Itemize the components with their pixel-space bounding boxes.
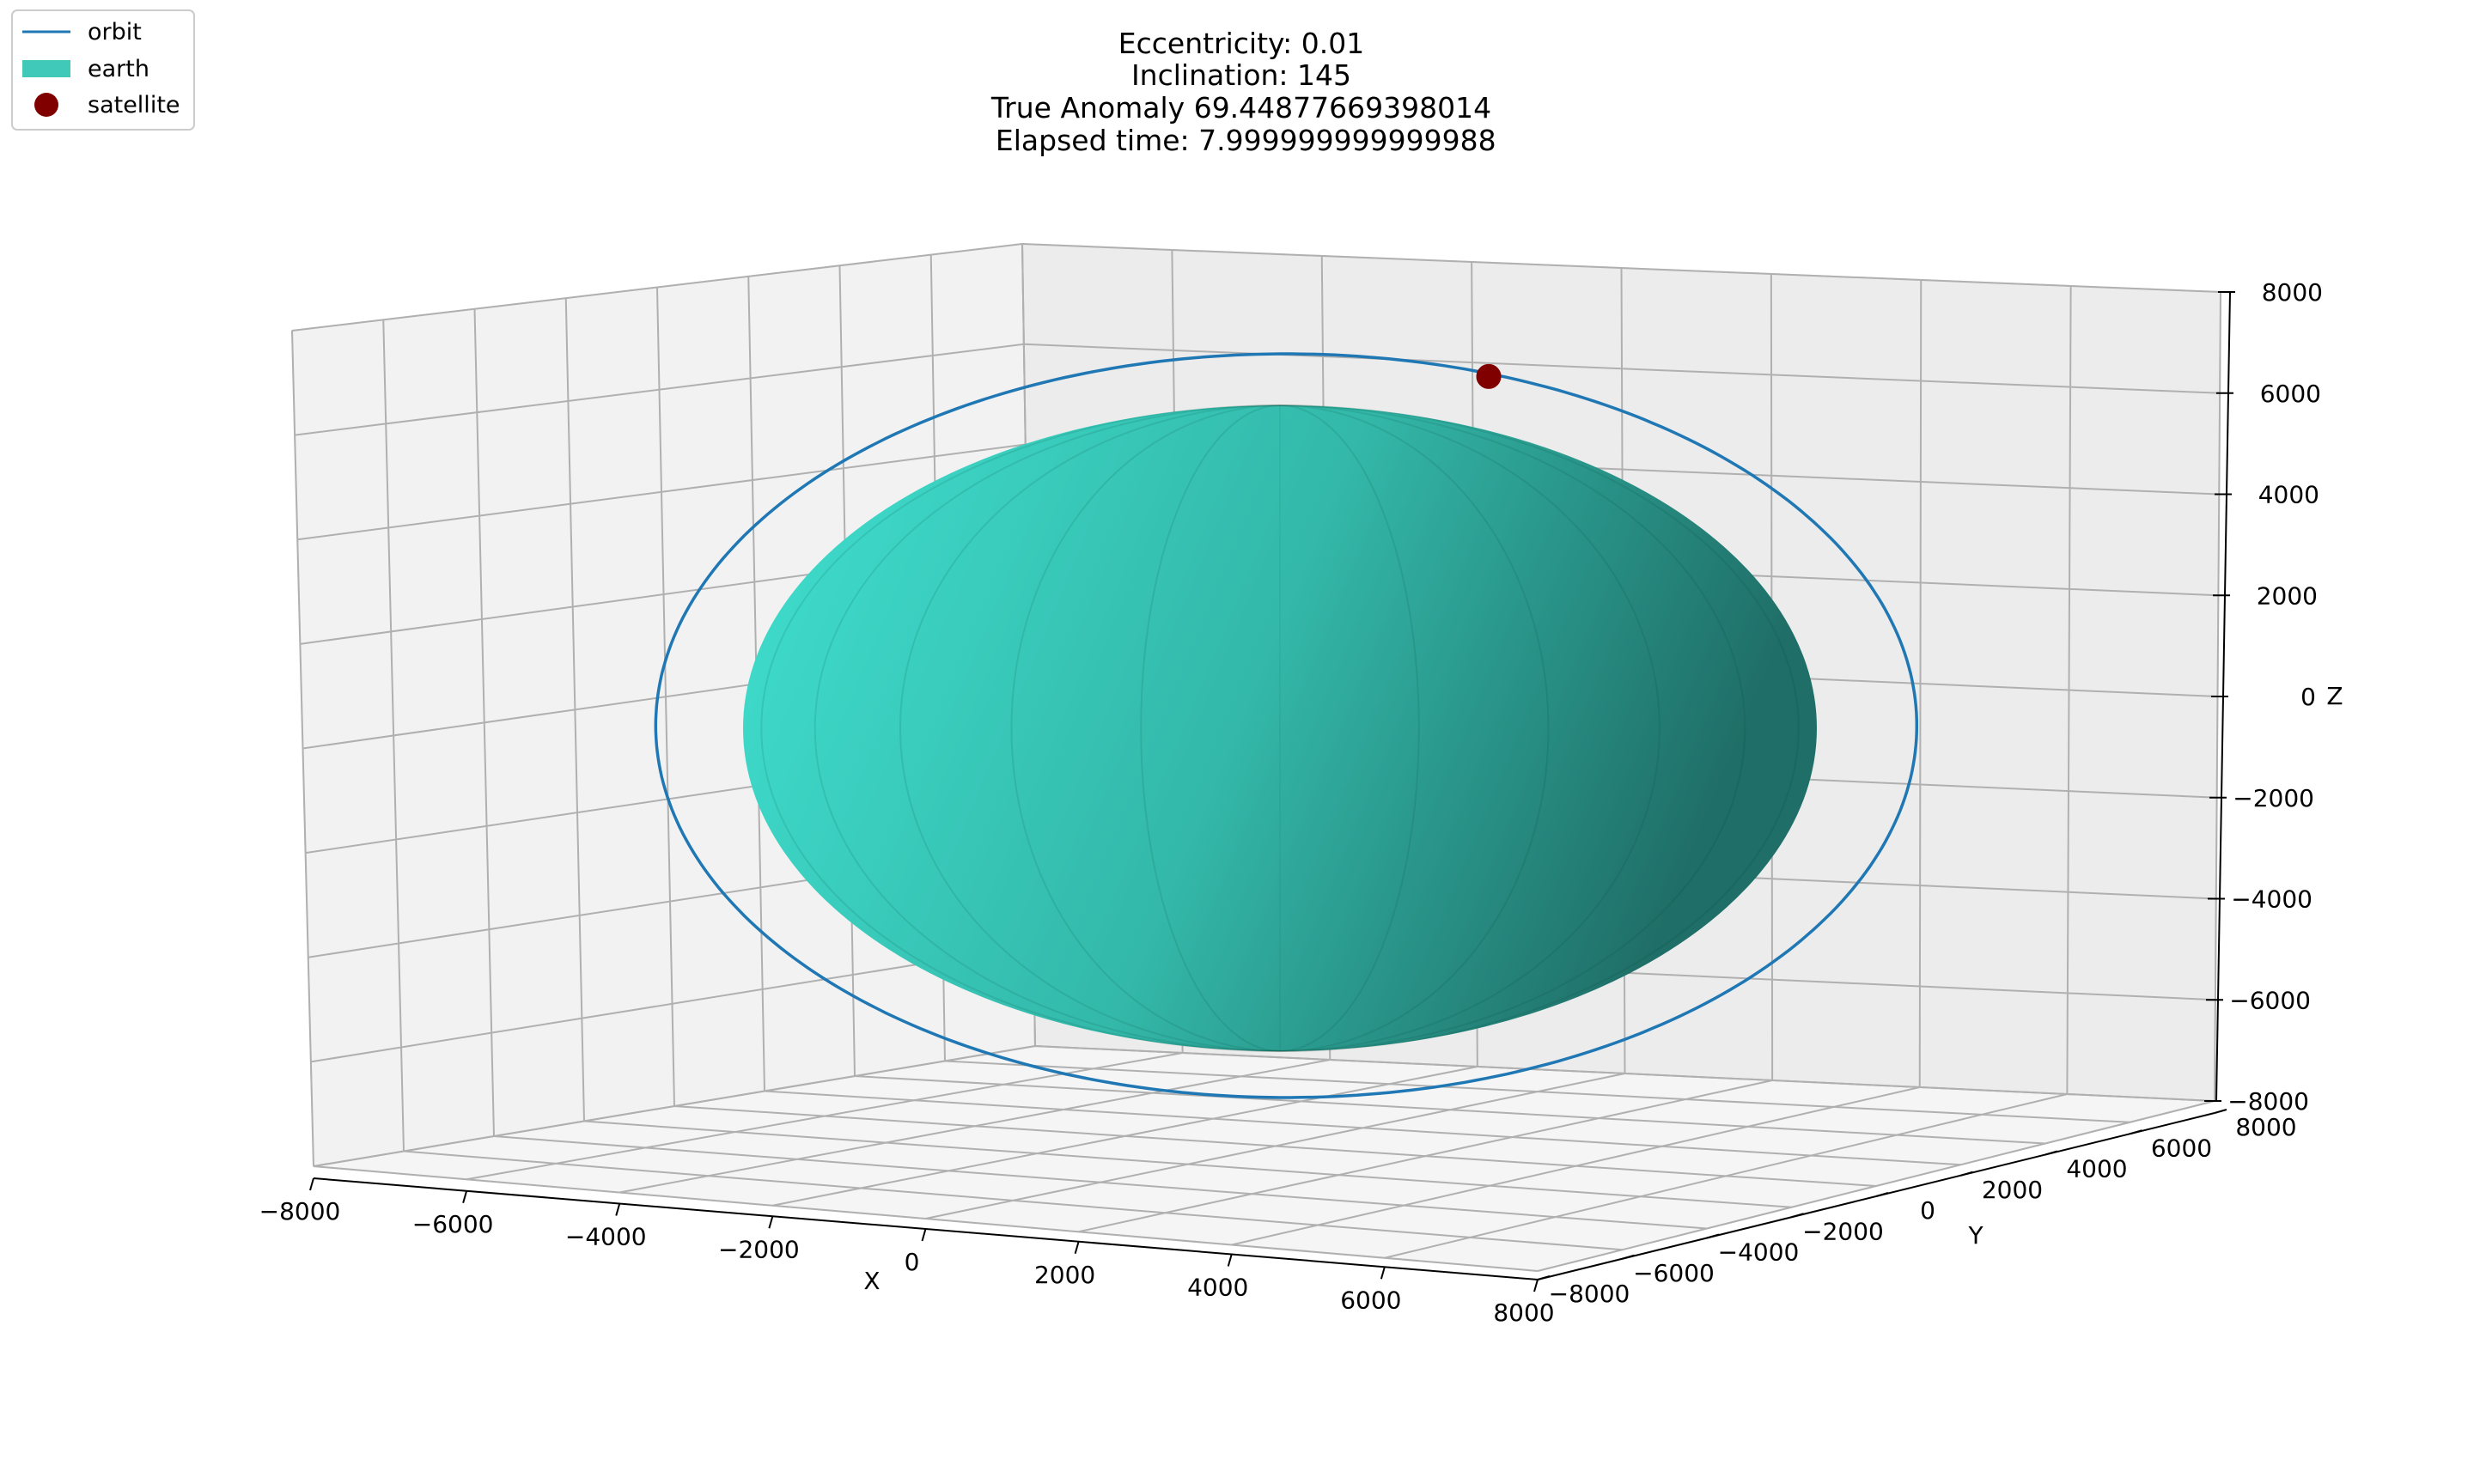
earth-meridian: [760, 404, 1800, 1052]
y-tick-label: 6000: [2151, 1134, 2212, 1162]
gridline-x: [1384, 1093, 2068, 1259]
y-tick-mark: [1622, 1254, 1635, 1260]
x-tick-mark: [1380, 1266, 1386, 1280]
earth-meridian: [1010, 404, 1550, 1052]
y-tick-mark: [1875, 1192, 1889, 1197]
earth-meridian: [813, 404, 1746, 1052]
y-ticks: −8000−6000−4000−2000 0 2000 4000 6000 8000: [1537, 1109, 2297, 1308]
earth-meridian: [813, 404, 1746, 1052]
z-tick-label: 0: [2300, 683, 2316, 711]
z-tick-label: 6000: [2260, 380, 2321, 408]
x-tick-mark: [921, 1228, 927, 1242]
y-tick-mark: [2130, 1129, 2142, 1135]
legend-earth-label: earth: [88, 56, 149, 82]
earth-meridian: [1010, 404, 1550, 1052]
x-tick-label: −4000: [565, 1223, 647, 1251]
gridline-x-back: [2066, 285, 2072, 1095]
gridline-y: [673, 1105, 1877, 1187]
z-axis-label: Z: [2326, 682, 2343, 710]
legend-box: [11, 9, 195, 131]
z-tick-label: −4000: [2231, 885, 2313, 914]
x-tick-mark: [1533, 1279, 1539, 1292]
gridline-y: [1034, 1045, 2215, 1102]
earth-meridians: [760, 404, 1800, 1052]
y-tick-label: 0: [1920, 1196, 1935, 1225]
title-line-true-anomaly: True Anomaly 69.44877669398014: [990, 91, 1491, 125]
z-tick-label: 8000: [2262, 278, 2323, 307]
y-axis-label: Y: [1967, 1221, 1983, 1250]
z-tick-label: −6000: [2229, 986, 2311, 1014]
x-tick-mark: [1074, 1241, 1080, 1255]
x-tick-label: 6000: [1340, 1286, 1401, 1314]
x-axis-label: X: [863, 1267, 880, 1295]
z-tick-label: −8000: [2227, 1087, 2309, 1116]
title-line-elapsed-time: Elapsed time: 7.999999999999988: [986, 124, 1496, 157]
x-tick-label: −6000: [412, 1210, 494, 1238]
x-tick-label: 2000: [1034, 1261, 1095, 1289]
legend-earth-swatch: [22, 60, 70, 77]
y-tick-label: 2000: [1982, 1176, 2043, 1204]
gridline-y: [944, 1060, 2130, 1123]
x-tick-label: 0: [905, 1248, 920, 1276]
y-tick-mark: [1706, 1233, 1720, 1239]
y-tick-mark: [1960, 1171, 1973, 1177]
y-tick-label: 4000: [2066, 1155, 2127, 1183]
legend: orbit earth satellite: [11, 9, 195, 131]
x-tick-mark: [768, 1215, 774, 1229]
x-ticks: −8000 −6000 −4000 −2000 0 2000 4000 6000 8000: [259, 1177, 1555, 1327]
gridline-z: [291, 242, 2221, 331]
legend-satellite-label: satellite: [88, 92, 180, 119]
gridline-x-back: [1918, 279, 1923, 1088]
x-tick-label: 8000: [1493, 1298, 1554, 1327]
gridline-x: [1078, 1080, 1773, 1233]
legend-orbit-label: orbit: [88, 19, 142, 46]
y-tick-label: −8000: [1549, 1280, 1630, 1308]
gridline-y: [854, 1075, 2046, 1145]
x-tick-label: 4000: [1187, 1274, 1248, 1302]
earth-meridian: [899, 404, 1661, 1052]
y-tick-mark: [2044, 1150, 2058, 1156]
x-tick-mark: [462, 1190, 468, 1204]
satellite-marker: [1476, 363, 1502, 389]
chart-title: Eccentricity: 0.01 Inclination: 145 True…: [986, 27, 1496, 157]
title-line-inclination: Inclination: 145: [1131, 58, 1351, 92]
y-tick-label: −6000: [1633, 1259, 1715, 1287]
x-tick-mark: [309, 1177, 314, 1191]
z-tick-label: 2000: [2257, 581, 2318, 610]
orbit-line: [654, 352, 1919, 1099]
gridline-x: [1231, 1086, 1920, 1246]
x-tick-mark: [1227, 1254, 1233, 1267]
earth-meridian: [899, 404, 1661, 1052]
y-tick-label: −4000: [1718, 1238, 1800, 1267]
x-tick-label: −2000: [718, 1235, 800, 1263]
y-tick-mark: [2214, 1109, 2227, 1114]
x-tick-mark: [615, 1203, 621, 1216]
z-tick-label: 4000: [2258, 481, 2319, 509]
y-tick-label: −2000: [1802, 1217, 1884, 1245]
legend-satellite-swatch: [34, 93, 58, 117]
title-line-eccentricity: Eccentricity: 0.01: [1118, 27, 1365, 60]
earth-meridian: [1140, 404, 1420, 1052]
z-ticks: −8000 −6000 −4000 −2000 0 2000 4000 6000 8000: [2204, 278, 2323, 1116]
x-tick-label: −8000: [259, 1197, 341, 1226]
z-tick-label: −2000: [2233, 784, 2314, 812]
earth-meridian: [760, 404, 1800, 1052]
y-tick-mark: [1791, 1213, 1804, 1219]
earth-surface: [743, 405, 1817, 1051]
gridline-x: [1537, 1100, 2215, 1272]
y-tick-label: 8000: [2235, 1113, 2296, 1141]
gridline-y: [764, 1090, 1961, 1166]
earth-meridian: [1140, 404, 1420, 1052]
y-tick-mark: [1537, 1275, 1551, 1280]
